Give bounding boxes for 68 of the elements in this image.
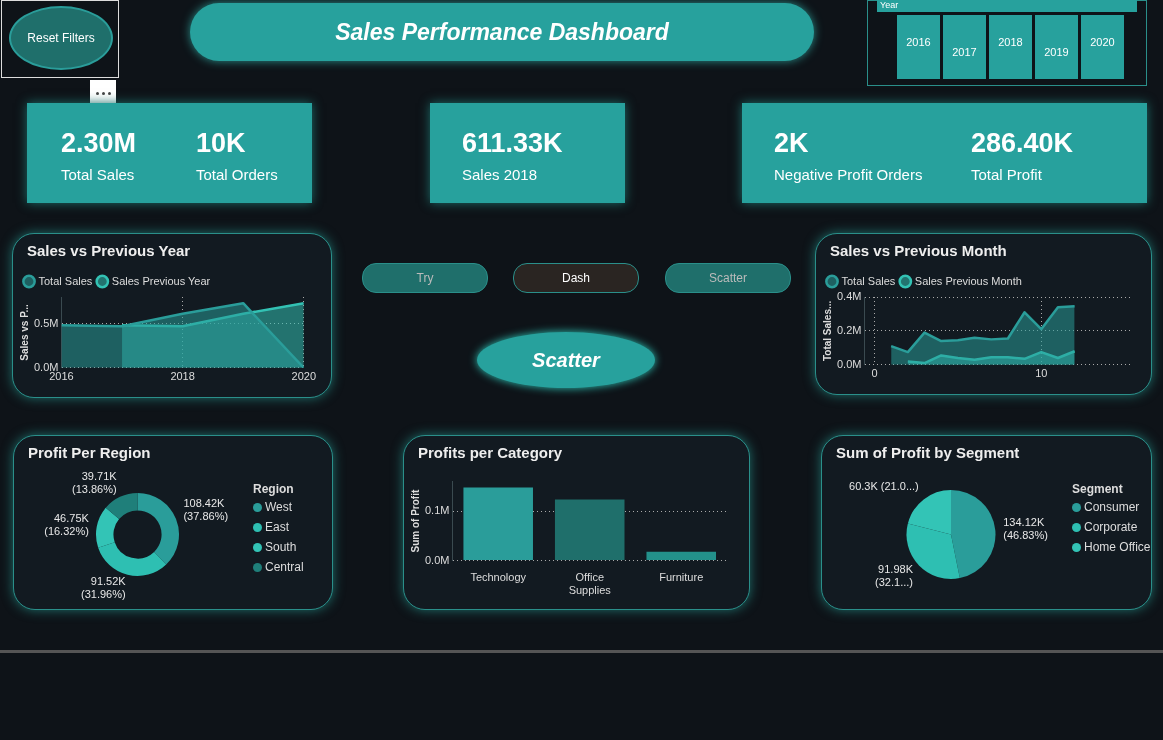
text: 2020 [1090,36,1115,48]
data-label: 134.12K (46.83%) [1003,515,1048,541]
legend-label: South [265,540,297,554]
legend-label: Home Office [1084,540,1151,554]
text: Total Profit [971,166,1042,183]
legend-label: Sales Previous Year [111,274,211,287]
x-tick-label: 0 [871,367,878,380]
y-tick-label: 0.5M [33,316,59,329]
bar [646,551,717,561]
data-label: 60.3K (21.0...) [849,480,919,493]
text: 611.33K [462,128,563,159]
bar [554,499,625,561]
legend-label: Consumer [1084,500,1140,514]
y-tick-label: 0.4M [836,290,862,303]
y-tick-label: 0.1M [424,504,450,517]
legend-title: Segment [1072,482,1124,496]
data-label: 91.98K (32.1...) [875,563,914,589]
chart-title: Sales vs Previous Year [27,242,191,259]
text: 2016 [906,36,931,48]
data-label: 39.71K (13.86%) [71,470,118,496]
data-label: 108.42K (37.86%) [183,496,229,522]
legend-label: Total Sales [38,274,93,287]
legend-label: Corporate [1084,520,1138,534]
y-axis-title: Sum of Profit [409,489,421,553]
text: 2.30M [61,128,137,159]
text: Total Sales [61,166,135,183]
text: 2018 [998,36,1023,48]
chart-title: Sum of Profit by Segment [836,444,1020,461]
legend-label: Sales Previous Month [914,274,1022,287]
x-tick-label: 2020 [291,370,317,383]
x-tick-label: Technology [470,571,527,584]
text: Sales Performance Dashboard [190,3,814,61]
text: Reset Filters [9,6,113,70]
y-tick-label: 0.0M [33,360,59,373]
text: Sales 2018 [462,166,538,183]
chart-title: Profit Per Region [28,444,151,461]
legend-title: Region [253,482,295,496]
text: Total Orders [196,166,278,183]
x-tick-label: Furniture [659,571,704,584]
text: Dash [513,263,639,293]
x-tick-label: 2018 [170,370,195,383]
chart-title: Sales vs Previous Month [830,242,1007,259]
text: 286.40K [971,128,1074,159]
y-tick-label: 0.0M [836,357,862,370]
y-tick-label: 0.0M [424,553,450,566]
x-tick-label: Office Supplies [568,571,612,597]
legend-label: Total Sales [841,274,896,287]
legend-label: Central [265,560,304,574]
text: Scatter [665,263,791,293]
chart-title: Profits per Category [418,444,563,461]
text: Year [877,0,1137,12]
text: 2K [774,128,809,159]
text: Scatter [477,332,655,388]
data-label: 46.75K (16.32%) [44,511,90,537]
legend-label: West [265,500,293,514]
legend-label: East [265,520,290,534]
y-tick-label: 0.2M [836,323,862,336]
data-label: 91.52K (31.96%) [81,575,127,601]
text: Try [362,263,488,293]
text: 10K [196,128,246,159]
bar [463,487,533,561]
x-tick-label: 10 [1035,367,1048,380]
x-tick-label: 2016 [49,370,74,383]
text: 2017 [952,46,977,58]
y-axis-title: Total Sales... [821,300,833,362]
text: Negative Profit Orders [774,166,923,183]
y-axis-title: Sales vs P... [18,303,30,361]
text: 2019 [1044,46,1069,58]
